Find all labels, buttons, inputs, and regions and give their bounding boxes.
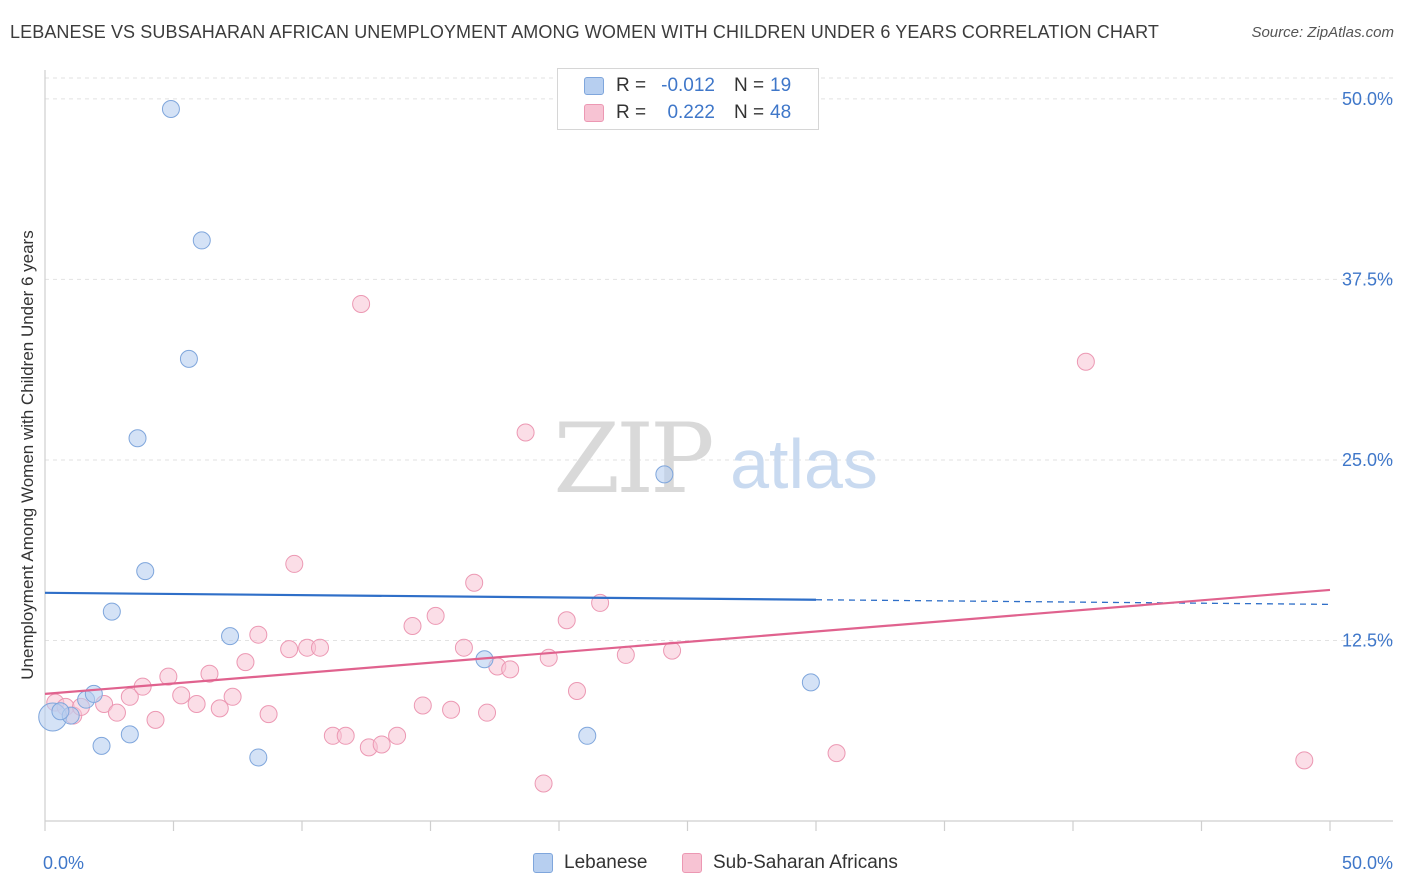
sub-saharan-point bbox=[285, 554, 304, 573]
legend-r-label: R = bbox=[616, 102, 647, 123]
sub-saharan-point bbox=[120, 687, 139, 706]
sub-saharan-point bbox=[236, 653, 255, 672]
legend-swatch-blue bbox=[533, 853, 553, 873]
watermark-atlas: atlas bbox=[730, 425, 878, 503]
lebanese-point bbox=[136, 562, 155, 581]
legend-swatch-blue bbox=[584, 77, 604, 95]
watermark-zip: ZIP bbox=[553, 403, 712, 515]
lebanese-trend-line bbox=[44, 591, 817, 601]
sub-saharan-point bbox=[1295, 751, 1314, 770]
legend-n-label: N = bbox=[734, 75, 765, 96]
sub-saharan-points bbox=[46, 294, 1314, 793]
legend-r-value-lebanese: -0.012 bbox=[661, 75, 715, 96]
sub-saharan-point bbox=[426, 606, 445, 625]
lebanese-point bbox=[92, 736, 111, 755]
sub-saharan-point bbox=[1076, 352, 1095, 371]
sub-saharan-point bbox=[352, 294, 371, 313]
axes bbox=[44, 70, 1393, 831]
sub-saharan-point bbox=[249, 625, 268, 644]
lebanese-point bbox=[161, 99, 180, 118]
x-tick-label: 0.0% bbox=[43, 853, 84, 873]
legend-swatch-pink bbox=[584, 104, 604, 122]
lebanese-point bbox=[801, 673, 820, 692]
sub-saharan-point bbox=[567, 682, 586, 701]
x-tick-label: 50.0% bbox=[1342, 853, 1393, 873]
sub-saharan-point bbox=[388, 726, 407, 745]
sub-saharan-trend-line bbox=[44, 588, 1331, 696]
legend-swatch-pink bbox=[682, 853, 702, 873]
lebanese-point bbox=[128, 429, 147, 448]
lebanese-points bbox=[38, 99, 820, 767]
sub-saharan-point bbox=[172, 686, 191, 705]
zipatlas-watermark: ZIP atlas bbox=[553, 403, 878, 515]
legend-n-value-lebanese: 19 bbox=[770, 75, 792, 96]
lebanese-point bbox=[51, 702, 70, 721]
sub-saharan-point bbox=[210, 699, 229, 718]
sub-saharan-point bbox=[259, 705, 278, 724]
legend-n-label: N = bbox=[734, 102, 765, 123]
sub-saharan-point bbox=[200, 664, 219, 683]
sub-saharan-point bbox=[372, 735, 391, 754]
legend-n-value-subsaharan: 48 bbox=[770, 102, 792, 123]
grid-lines bbox=[45, 77, 1393, 641]
sub-saharan-point bbox=[465, 573, 484, 592]
lebanese-point bbox=[120, 725, 139, 744]
lebanese-trend-extension bbox=[815, 599, 1331, 606]
sub-saharan-point bbox=[159, 667, 178, 686]
legend-label-subsaharan: Sub-Saharan Africans bbox=[713, 852, 898, 873]
correlation-legend: R = -0.012 N = 19 R = 0.222 N = 48 bbox=[557, 68, 819, 130]
sub-saharan-point bbox=[310, 638, 329, 657]
legend-r-label: R = bbox=[616, 75, 647, 96]
sub-saharan-point bbox=[403, 617, 422, 636]
lebanese-point bbox=[179, 349, 198, 368]
lebanese-point bbox=[221, 627, 240, 646]
sub-saharan-point bbox=[501, 660, 520, 679]
sub-saharan-point bbox=[413, 696, 432, 715]
y-tick-label: 12.5% bbox=[1342, 630, 1393, 650]
sub-saharan-point bbox=[478, 703, 497, 722]
chart-title: LEBANESE VS SUBSAHARAN AFRICAN UNEMPLOYM… bbox=[10, 22, 1159, 42]
legend-r-value-subsaharan: 0.222 bbox=[667, 102, 715, 123]
sub-saharan-point bbox=[827, 744, 846, 763]
sub-saharan-point bbox=[223, 687, 242, 706]
lebanese-point bbox=[102, 602, 121, 621]
legend-label-lebanese: Lebanese bbox=[564, 852, 648, 873]
sub-saharan-point bbox=[336, 726, 355, 745]
sub-saharan-point bbox=[107, 703, 126, 722]
lebanese-point bbox=[192, 231, 211, 250]
sub-saharan-point bbox=[146, 710, 165, 729]
sub-saharan-point bbox=[442, 700, 461, 719]
sub-saharan-point bbox=[616, 645, 635, 664]
y-tick-label: 25.0% bbox=[1342, 450, 1393, 470]
sub-saharan-point bbox=[187, 695, 206, 714]
chart-source: Source: ZipAtlas.com bbox=[1251, 24, 1394, 41]
sub-saharan-point bbox=[280, 640, 299, 659]
sub-saharan-point bbox=[557, 611, 576, 630]
sub-saharan-point bbox=[534, 774, 553, 793]
lebanese-point bbox=[578, 726, 597, 745]
lebanese-point bbox=[84, 684, 103, 703]
sub-saharan-point bbox=[516, 423, 535, 442]
y-tick-label: 37.5% bbox=[1342, 269, 1393, 289]
lebanese-point bbox=[249, 748, 268, 767]
lebanese-point bbox=[655, 465, 674, 484]
trend-lines bbox=[44, 588, 1331, 696]
y-tick-label: 50.0% bbox=[1342, 89, 1393, 109]
sub-saharan-point bbox=[454, 638, 473, 657]
tick-labels: 12.5% 25.0% 37.5% 50.0% 0.0% 50.0% bbox=[43, 89, 1393, 873]
